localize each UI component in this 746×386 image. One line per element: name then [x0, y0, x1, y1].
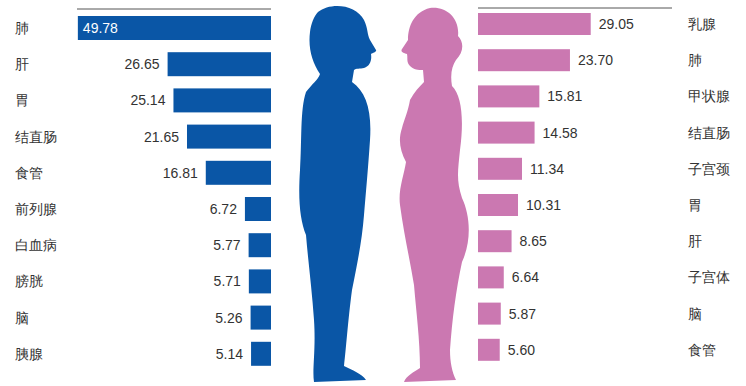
data-label: 10.31: [526, 197, 561, 213]
data-label: 5.77: [213, 237, 240, 253]
category-label: 膀胱: [15, 273, 43, 289]
data-label: 15.81: [547, 88, 582, 104]
data-label: 11.34: [530, 161, 564, 177]
data-label: 16.81: [163, 165, 198, 181]
category-label: 脑: [15, 310, 29, 326]
category-label: 食管: [688, 342, 716, 358]
bar: [168, 52, 271, 76]
bars: [478, 13, 591, 361]
data-label: 5.71: [214, 273, 241, 289]
category-label: 脑: [688, 306, 702, 322]
category-label: 子宫颈: [688, 161, 730, 177]
category-label: 甲状腺: [688, 88, 730, 104]
labels: 肺 49.78 肝 26.65 胃 25.14 结直肠 21.65 食管 16.81 前列腺 6.72…: [15, 20, 243, 362]
data-label: 21.65: [144, 129, 179, 145]
category-label: 食管: [15, 165, 43, 181]
data-label: 23.70: [578, 52, 613, 68]
data-label: 29.05: [599, 16, 634, 32]
category-label: 前列腺: [15, 201, 57, 217]
data-label: 5.26: [215, 310, 242, 326]
category-label: 胃: [15, 92, 29, 108]
bars: [78, 16, 271, 366]
male-silhouette: [299, 6, 376, 382]
bar: [206, 161, 271, 185]
bar: [478, 194, 518, 216]
bar: [478, 230, 512, 252]
category-label: 乳腺: [688, 16, 716, 32]
data-label: 14.58: [543, 125, 578, 141]
category-label: 结直肠: [688, 125, 730, 141]
data-label: 26.65: [125, 56, 160, 72]
data-label: 5.60: [508, 342, 535, 358]
category-label: 结直肠: [15, 129, 57, 145]
labels: 乳腺 29.05 肺 23.70 甲状腺 15.81 结直肠 14.58 子宫颈 11.34 胃 10…: [508, 16, 730, 358]
category-label: 肝: [15, 56, 29, 72]
category-label: 肺: [15, 20, 29, 36]
category-label: 胰腺: [15, 346, 43, 362]
data-label: 6.72: [210, 201, 237, 217]
bar: [478, 339, 500, 361]
bar: [478, 49, 570, 71]
data-label: 25.14: [130, 92, 165, 108]
axis-line: [77, 9, 271, 10]
bar: [249, 233, 271, 257]
axis-line: [478, 8, 672, 9]
category-label: 子宫体: [688, 269, 730, 285]
data-label: 8.65: [520, 233, 547, 249]
bar: [478, 85, 539, 107]
category-label: 胃: [688, 197, 702, 213]
page: {"chart_data": [ {"type": "bar", "orient…: [0, 0, 746, 386]
category-label: 肺: [688, 52, 702, 68]
bar: [78, 16, 271, 40]
bar: [251, 342, 271, 366]
bar: [173, 88, 271, 112]
bar: [478, 303, 501, 325]
chart-root: 肺 49.78 肝 26.65 胃 25.14 结直肠 21.65 食管 16.81 前列腺 6.72…: [0, 0, 746, 386]
data-label: 6.64: [512, 269, 539, 285]
data-label: 5.14: [216, 346, 243, 362]
bar: [251, 306, 271, 330]
bar: [249, 269, 271, 293]
female-silhouette: [400, 8, 469, 382]
bar: [478, 266, 504, 288]
category-label: 肝: [688, 233, 702, 249]
bar: [478, 158, 522, 180]
bar: [478, 13, 591, 35]
category-label: 白血病: [15, 237, 57, 253]
bar: [245, 197, 271, 221]
bar: [187, 125, 271, 149]
data-label: 49.78: [83, 20, 118, 36]
data-label: 5.87: [509, 306, 536, 322]
bar: [478, 122, 535, 144]
